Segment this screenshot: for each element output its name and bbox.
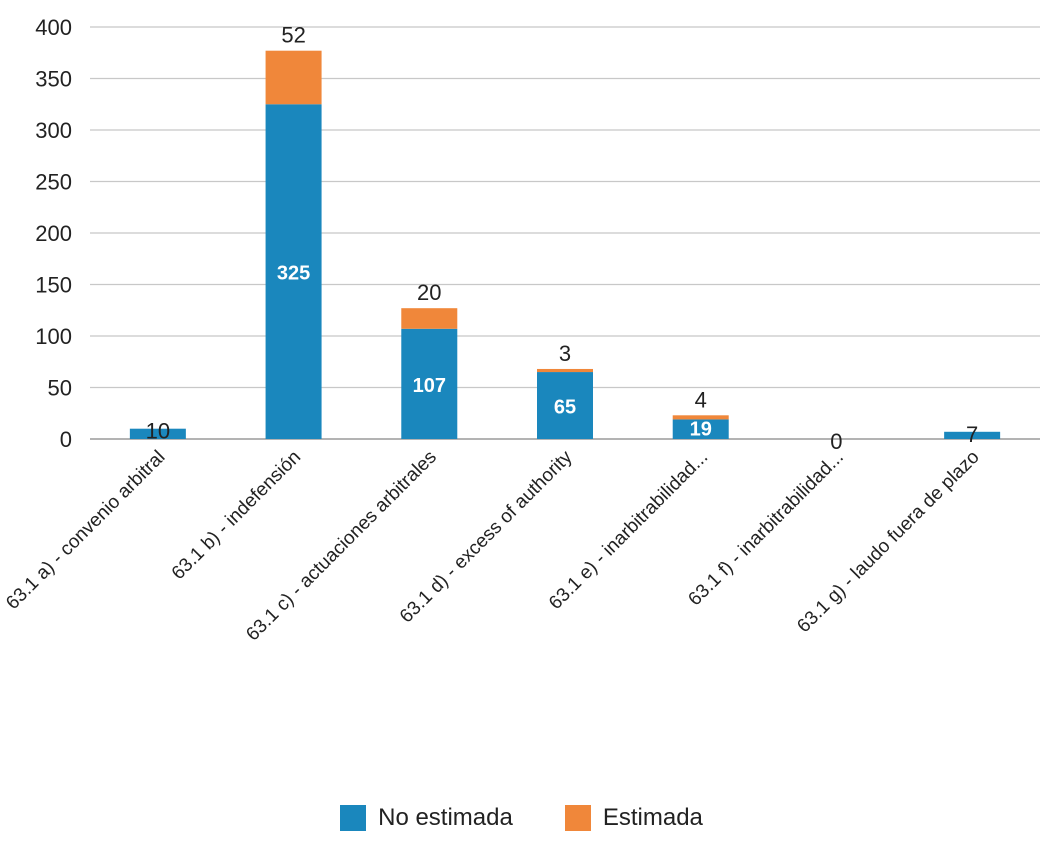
data-label: 107	[413, 375, 446, 397]
bar-segment-no-estimada	[672, 419, 729, 439]
y-tick-label: 350	[35, 67, 72, 92]
legend: No estimada Estimada	[0, 798, 1043, 838]
x-category-label: 63.1 e) - inarbitrabilidad...	[545, 447, 712, 614]
data-label: 325	[277, 263, 310, 285]
y-tick-label: 150	[35, 273, 72, 298]
gridlines	[90, 26, 1040, 440]
y-tick-label: 400	[35, 15, 72, 40]
bar-segment-no-estimada	[537, 372, 593, 439]
data-label: 10	[146, 419, 170, 444]
x-category-label: 63.1 f) - inarbitrabilidad...	[685, 447, 848, 610]
legend-swatch-no-estimada	[340, 805, 367, 831]
data-labels: 10 325 107 65 19 0 7 52 20 3 4	[146, 23, 979, 454]
data-label: 3	[559, 341, 571, 366]
data-label: 65	[554, 397, 576, 419]
bar-segment-no-estimada	[265, 104, 322, 439]
data-label: 7	[966, 422, 978, 447]
bar-segment-estimada	[672, 415, 729, 420]
legend-swatch-estimada	[564, 805, 591, 831]
data-label: 52	[281, 23, 305, 48]
bar-segment-no-estimada	[129, 428, 186, 439]
bar-segment-estimada	[265, 50, 322, 105]
data-label: 4	[695, 387, 707, 412]
stacked-bar-chart: 0 50 100 150 200 250 300 350 400 10 325 107 65 19 0 7 5…	[2, 15, 1040, 645]
bar-segment-estimada	[537, 368, 593, 373]
legend-label-no-estimada: No estimada	[378, 804, 513, 831]
y-tick-label: 50	[48, 376, 72, 401]
y-tick-label: 100	[35, 324, 72, 349]
y-axis: 0 50 100 150 200 250 300 350 400	[35, 15, 72, 452]
x-category-label: 63.1 b) - indefensión	[168, 447, 305, 584]
bar-segment-estimada	[401, 308, 458, 329]
legend-item-estimada: Estimada	[564, 804, 703, 832]
legend-label-estimada: Estimada	[602, 804, 703, 831]
y-tick-label: 250	[35, 170, 72, 195]
bar-segment-no-estimada	[401, 328, 458, 439]
bar-segment-no-estimada	[944, 431, 1001, 439]
y-tick-label: 0	[60, 427, 72, 452]
bars	[129, 50, 1001, 439]
data-label: 19	[690, 418, 712, 440]
y-tick-label: 300	[35, 118, 72, 143]
x-category-label: 63.1 a) - convenio arbitral	[2, 447, 169, 614]
data-label: 20	[417, 280, 441, 305]
legend-item-no-estimada: No estimada	[340, 804, 513, 832]
data-label: 0	[830, 429, 842, 454]
y-tick-label: 200	[35, 221, 72, 246]
